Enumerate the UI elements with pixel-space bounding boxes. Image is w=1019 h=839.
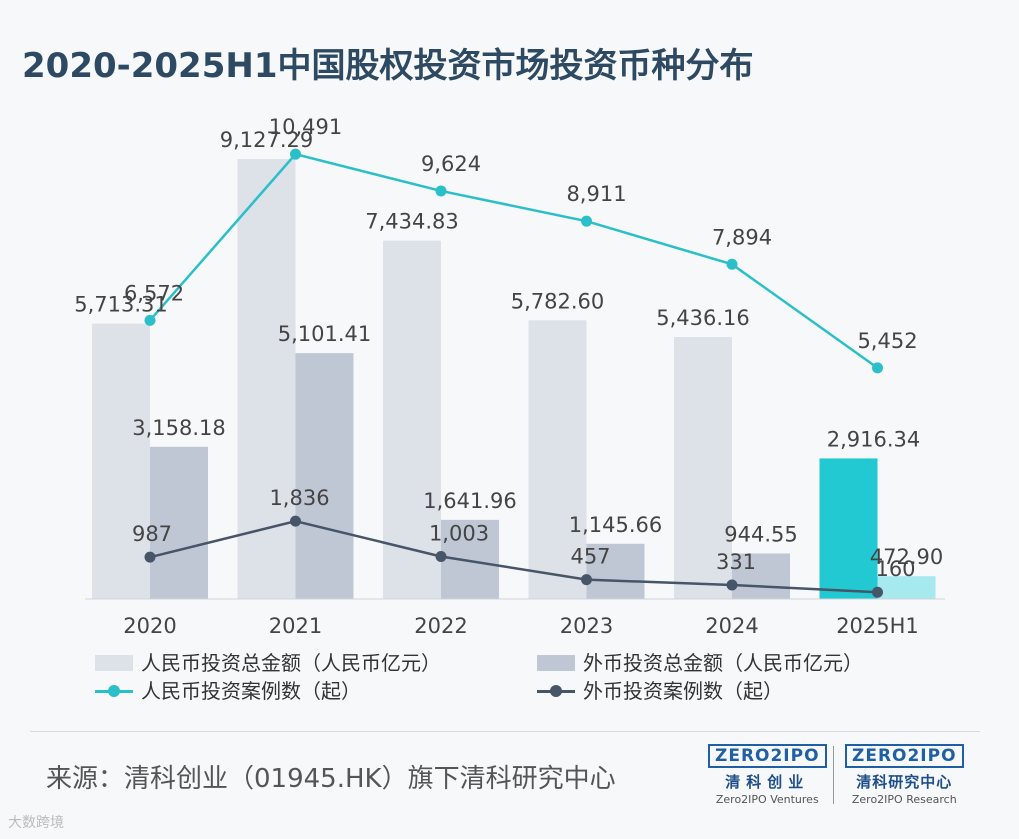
label-rmb-cases-2023: 8,911 — [566, 182, 626, 206]
label-rmb-amount-2025H1: 2,916.34 — [827, 427, 921, 451]
label-foreign-amount-2020: 3,158.18 — [132, 416, 226, 440]
rmb-cases-point-2020 — [144, 314, 156, 326]
logo-cn-ventures: 清科创业 — [725, 773, 810, 791]
label-rmb-cases-2025H1: 5,452 — [857, 329, 917, 353]
logo-separator — [833, 746, 834, 804]
bar-rmb-amount-2020 — [92, 323, 150, 599]
rmb-cases-line — [149, 152, 879, 369]
foreign-cases-point-2023 — [581, 574, 592, 586]
bar-foreign-amount-2021 — [295, 353, 354, 599]
x-tick-2024: 2024 — [705, 614, 758, 638]
logo-en-research: Zero2IPO Research — [851, 793, 957, 806]
x-tick-2022: 2022 — [414, 614, 467, 638]
legend-label-rmb-cases: 人民币投资案例数（起） — [141, 679, 361, 703]
bar-foreign-amount-2024 — [732, 553, 790, 599]
legend-foreign-cases: 外币投资案例数（起） — [537, 675, 783, 704]
legend-swatch-rmb-cases — [95, 684, 133, 698]
logo-brand-ventures: ZERO2IPO — [708, 744, 827, 768]
x-tick-2020: 2020 — [123, 614, 176, 638]
label-foreign-cases-2022: 1,003 — [429, 521, 489, 545]
label-rmb-cases-2020: 6,572 — [124, 281, 184, 305]
label-foreign-cases-2023: 457 — [570, 545, 610, 569]
footer-divider — [30, 731, 980, 732]
legend-rmb-cases: 人民币投资案例数（起） — [95, 675, 361, 704]
bar-rmb-amount-2021 — [237, 159, 296, 599]
bar-foreign-amount-2020 — [150, 446, 208, 599]
legend-rmb-amount: 人民币投资总金额（人民币亿元） — [95, 647, 441, 676]
label-rmb-amount-2024: 5,436.16 — [656, 306, 750, 330]
bar-rmb-amount-2025H1 — [819, 458, 878, 599]
label-foreign-cases-2021: 1,836 — [269, 486, 329, 510]
legend-label-foreign-amount: 外币投资总金额（人民币亿元） — [583, 651, 863, 675]
legend-swatch-foreign-amount — [537, 655, 575, 671]
source-note: 来源：清科创业（01945.HK）旗下清科研究中心 — [46, 764, 616, 794]
label-foreign-cases-2024: 331 — [716, 550, 756, 574]
rmb-cases-point-2024 — [726, 258, 738, 270]
logo-cn-research: 清科研究中心 — [856, 773, 953, 791]
bar-rmb-amount-2024 — [674, 336, 732, 599]
foreign-cases-point-2020 — [144, 551, 156, 563]
foreign-cases-line — [149, 519, 878, 594]
foreign-cases-point-2025H1 — [872, 586, 883, 598]
label-rmb-cases-2024: 7,894 — [712, 225, 772, 249]
legend-swatch-foreign-cases — [537, 684, 575, 698]
label-rmb-cases-2022: 9,624 — [421, 152, 481, 176]
rmb-cases-point-2021 — [290, 148, 301, 160]
rmb-cases-point-2023 — [581, 215, 592, 227]
chart-title: 2020-2025H1中国股权投资市场投资币种分布 — [22, 46, 754, 86]
logo-en-ventures: Zero2IPO Ventures — [715, 793, 819, 806]
label-foreign-cases-2025H1: 160 — [875, 557, 915, 581]
label-foreign-amount-2021: 5,101.41 — [278, 322, 372, 346]
x-tick-2023: 2023 — [560, 614, 613, 638]
bar-foreign-amount-2022 — [441, 519, 499, 599]
x-tick-2021: 2021 — [269, 614, 322, 638]
logo-zero2ipo-research: ZERO2IPO 清科研究中心 Zero2IPO Research — [845, 744, 964, 806]
foreign-cases-point-2024 — [726, 579, 738, 591]
bar-rmb-amount-2023 — [528, 320, 587, 599]
label-foreign-amount-2024: 944.55 — [724, 522, 797, 546]
label-foreign-cases-2020: 987 — [132, 522, 172, 546]
label-rmb-amount-2021: 9,127.29 — [220, 128, 314, 152]
logo-zero2ipo-ventures: ZERO2IPO 清科创业 Zero2IPO Ventures — [708, 744, 827, 806]
legend-label-foreign-cases: 外币投资案例数（起） — [583, 679, 783, 703]
label-foreign-amount-2025H1: 472.90 — [870, 545, 943, 569]
watermark: 大数跨境 — [8, 815, 64, 831]
label-rmb-cases-2021: 10,491 — [269, 115, 342, 139]
bar-foreign-amount-2025H1 — [877, 576, 936, 599]
bar-foreign-amount-2023 — [586, 543, 645, 599]
foreign-cases-point-2022 — [435, 550, 447, 562]
rmb-cases-point-2025H1 — [872, 362, 883, 374]
logo-brand-research: ZERO2IPO — [845, 744, 964, 768]
combo-chart: 5,713.31 3,158.18 9,127.29 5,101.41 7,434.83… — [74, 115, 945, 638]
bar-rmb-amount-2022 — [383, 240, 441, 600]
legend-foreign-amount: 外币投资总金额（人民币亿元） — [537, 647, 863, 676]
label-rmb-amount-2020: 5,713.31 — [74, 293, 168, 317]
label-foreign-amount-2022: 1,641.96 — [423, 489, 517, 513]
label-rmb-amount-2023: 5,782.60 — [511, 289, 605, 313]
foreign-cases-point-2021 — [290, 515, 301, 527]
legend-swatch-rmb-amount — [95, 655, 133, 671]
x-tick-2025H1: 2025H1 — [836, 614, 919, 638]
label-rmb-amount-2022: 7,434.83 — [365, 210, 459, 234]
label-foreign-amount-2023: 1,145.66 — [569, 513, 663, 537]
rmb-cases-point-2022 — [435, 185, 447, 197]
legend-label-rmb-amount: 人民币投资总金额（人民币亿元） — [141, 651, 441, 675]
